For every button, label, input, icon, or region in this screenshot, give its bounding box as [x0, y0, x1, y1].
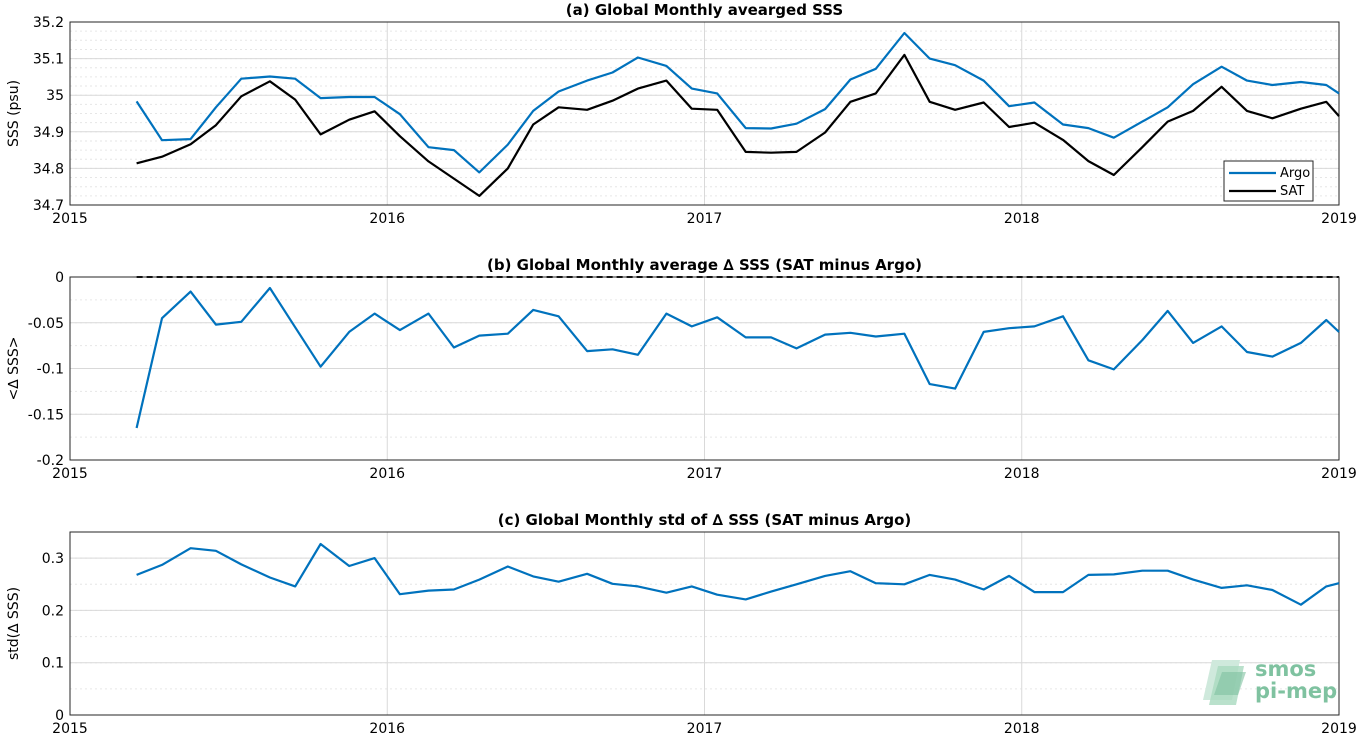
y-tick-label: 35 [46, 88, 64, 104]
legend-entry: SAT [1280, 184, 1304, 199]
y-tick-label: 0 [55, 708, 64, 724]
x-tick-label: 2018 [1004, 211, 1040, 227]
logo-line-2: pi-mep [1255, 679, 1337, 703]
x-tick-label: 2015 [52, 466, 88, 482]
legend: Argo SAT [1223, 160, 1314, 202]
chart-title: (b) Global Monthly average ∆ SSS (SAT mi… [487, 256, 922, 274]
y-tick-label: 35.2 [33, 15, 64, 31]
x-tick-label: 2017 [687, 721, 723, 737]
y-tick-label: 34.7 [33, 198, 64, 214]
y-tick-label: -0.05 [28, 316, 64, 332]
legend-entry: Argo [1280, 166, 1310, 181]
logo-mark-icon [1203, 660, 1246, 705]
plot-frame [69, 276, 1340, 461]
x-tick-label: 2019 [1321, 721, 1357, 737]
legend-box [1223, 160, 1314, 202]
chart-title: (c) Global Monthly std of ∆ SSS (SAT min… [498, 511, 912, 529]
y-tick-label: 0 [55, 270, 64, 286]
chart-panel-2: -0.2 -0.15 -0.1 -0.05 0 2015 2016 2017 2018 2019 (… [6, 256, 1357, 482]
chart-panel-3: 0 0.1 0.2 0.3 2015 2016 2017 2018 2019 (c) Global… [6, 511, 1357, 737]
smos-pi-mep-logo: smos pi-mep [1203, 657, 1337, 705]
chart-panel-1: 34.7 34.8 34.9 35 35.1 35.2 2015 2016 2017 2018 20… [6, 1, 1357, 227]
x-tick-label: 2015 [52, 721, 88, 737]
series-line-argo [135, 31, 1340, 174]
x-tick-label: 2017 [687, 466, 723, 482]
y-tick-label: 0.2 [42, 603, 64, 619]
x-tick-label: 2016 [369, 211, 405, 227]
chart-title: (a) Global Monthly avearged SSS [566, 1, 843, 19]
y-axis-label: <∆ SSS> [6, 337, 22, 401]
series-line-delta [135, 286, 1340, 429]
x-tick-label: 2016 [369, 721, 405, 737]
y-tick-label: 34.8 [33, 161, 64, 177]
logo-line-1: smos [1255, 657, 1316, 681]
x-tick-label: 2018 [1004, 466, 1040, 482]
y-axis-label: std(∆ SSS) [6, 587, 22, 660]
y-tick-label: -0.2 [37, 453, 64, 469]
y-tick-label: 35.1 [33, 52, 64, 68]
y-axis-label: SSS (psu) [6, 80, 22, 147]
x-tick-label: 2015 [52, 211, 88, 227]
y-tick-label: 0.1 [42, 656, 64, 672]
y-tick-label: 34.9 [33, 125, 64, 141]
x-tick-label: 2016 [369, 466, 405, 482]
series-line-delta [136, 542, 1340, 606]
x-tick-label: 2019 [1321, 211, 1357, 227]
y-tick-label: 0.3 [42, 551, 64, 567]
series-line-sat [136, 53, 1340, 197]
y-tick-label: -0.15 [28, 407, 64, 423]
y-tick-label: -0.1 [37, 362, 64, 378]
plot-frame [69, 531, 1340, 716]
x-tick-label: 2019 [1321, 466, 1357, 482]
x-tick-label: 2017 [687, 211, 723, 227]
x-tick-label: 2018 [1004, 721, 1040, 737]
plot-frame [69, 21, 1340, 206]
